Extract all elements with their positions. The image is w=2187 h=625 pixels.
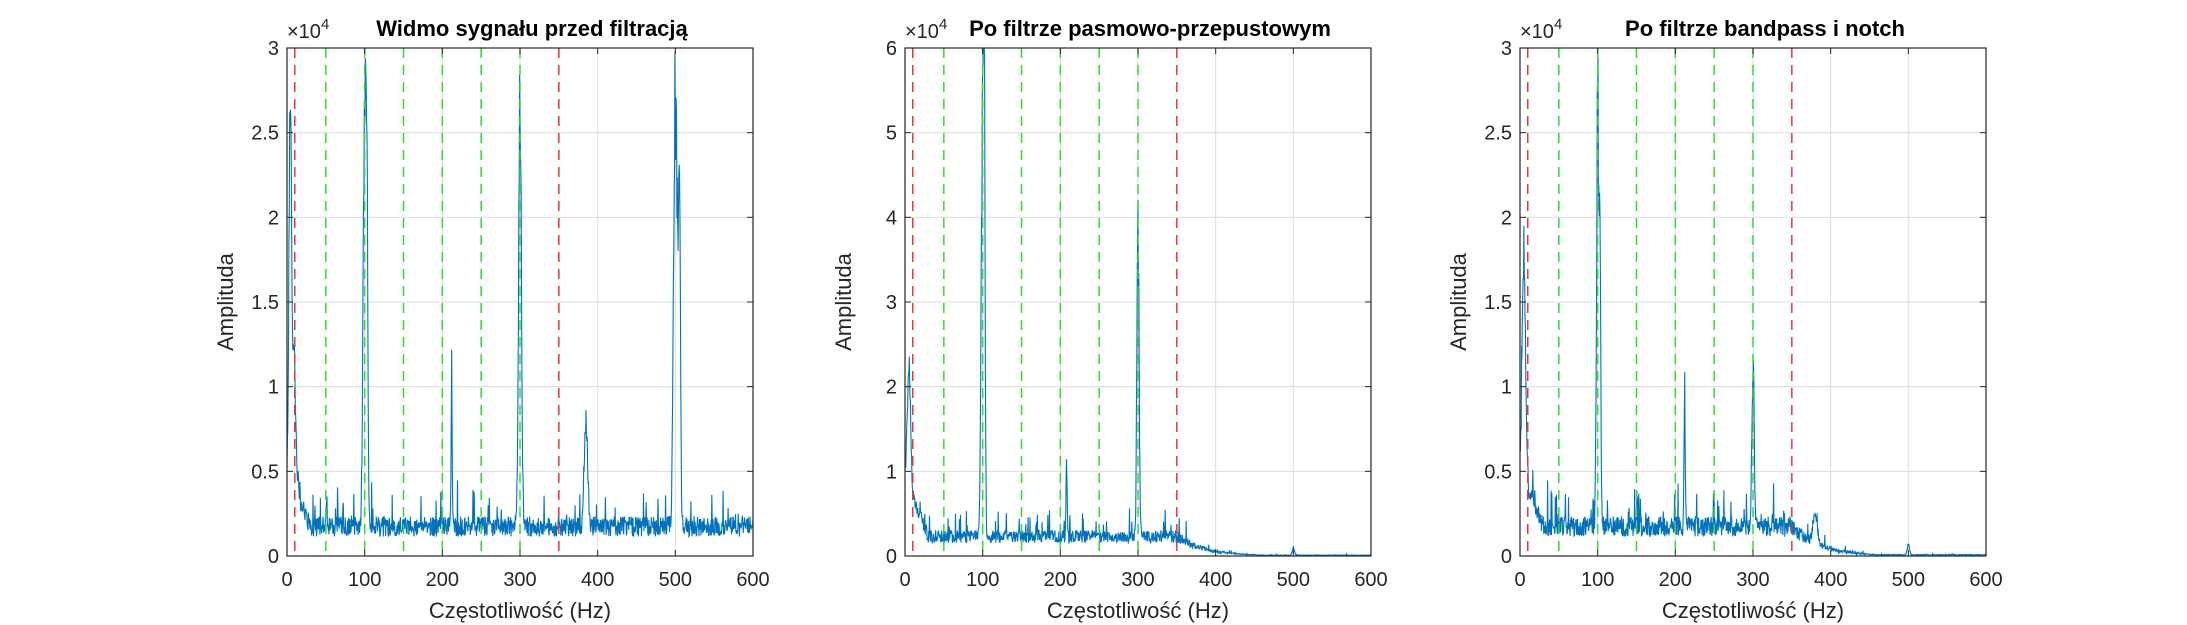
x-tick-label: 100 [966, 569, 999, 591]
y-exponent-label: ×104 [1520, 16, 1562, 43]
y-tick-label: 2 [268, 207, 279, 229]
chart-bandpass-notch-filtered: 0 100 200 300 400 500 600 0 0.5 1 1.5 2 2.5 3 ×104 Po f… [1446, 16, 2003, 623]
x-tick-label: 400 [581, 569, 614, 591]
y-tick-label: 4 [886, 207, 897, 229]
y-exponent-power: 4 [1554, 16, 1562, 33]
x-tick-label: 0 [1514, 569, 1525, 591]
x-tick-label: 100 [1581, 569, 1614, 591]
y-tick-label: 0.5 [1484, 461, 1512, 483]
y-exponent-label: ×104 [287, 16, 329, 43]
x-tick-label: 200 [1659, 569, 1692, 591]
x-tick-label: 400 [1814, 569, 1847, 591]
y-tick-label: 6 [886, 38, 897, 60]
chart-title: Po filtrze bandpass i notch [1625, 16, 1905, 41]
x-tick-label: 300 [503, 569, 536, 591]
y-tick-label: 5 [886, 123, 897, 145]
y-tick-label: 0.5 [251, 461, 279, 483]
y-tick-label: 1 [1501, 377, 1512, 399]
y-tick-label: 0 [1501, 546, 1512, 568]
y-axis-label: Amplituda [1446, 252, 1471, 351]
y-tick-label: 1 [886, 461, 897, 483]
y-tick-label: 2 [1501, 207, 1512, 229]
x-tick-label: 400 [1199, 569, 1232, 591]
chart-before-filtering: 0 100 200 300 400 500 600 0 0.5 1 1.5 2 2.5 3 ×104 Widm… [213, 16, 770, 623]
x-tick-label: 100 [348, 569, 381, 591]
x-tick-label: 600 [1354, 569, 1387, 591]
x-axis-label: Częstotliwość (Hz) [429, 598, 611, 623]
x-tick-label: 500 [659, 569, 692, 591]
x-tick-label: 500 [1277, 569, 1310, 591]
x-tick-label: 0 [899, 569, 910, 591]
y-exponent-power: 4 [321, 16, 329, 33]
x-tick-label: 200 [1044, 569, 1077, 591]
y-tick-label: 1.5 [1484, 292, 1512, 314]
y-tick-label: 2.5 [1484, 123, 1512, 145]
y-tick-label: 3 [268, 38, 279, 60]
y-tick-label: 0 [268, 546, 279, 568]
y-tick-label: 0 [886, 546, 897, 568]
y-tick-label: 1.5 [251, 292, 279, 314]
y-exponent-label: ×104 [905, 16, 947, 43]
chart-title: Widmo sygnału przed filtracją [376, 16, 688, 41]
y-tick-label: 3 [886, 292, 897, 314]
x-tick-label: 300 [1736, 569, 1769, 591]
x-tick-label: 300 [1121, 569, 1154, 591]
x-tick-label: 600 [1969, 569, 2002, 591]
y-tick-label: 2.5 [251, 123, 279, 145]
x-tick-label: 500 [1892, 569, 1925, 591]
x-axis-label: Częstotliwość (Hz) [1047, 598, 1229, 623]
y-axis-label: Amplituda [831, 252, 856, 351]
y-exponent-power: 4 [939, 16, 947, 33]
x-tick-label: 600 [736, 569, 769, 591]
x-tick-label: 200 [426, 569, 459, 591]
chart-title: Po filtrze pasmowo-przepustowym [969, 16, 1331, 41]
x-tick-label: 0 [281, 569, 292, 591]
y-tick-label: 1 [268, 377, 279, 399]
chart-bandpass-filtered: 0 100 200 300 400 500 600 0 1 2 3 4 5 6 ×104 Po filtrze… [831, 16, 1388, 623]
y-tick-label: 3 [1501, 38, 1512, 60]
y-axis-label: Amplituda [213, 252, 238, 351]
y-tick-label: 2 [886, 377, 897, 399]
x-axis-label: Częstotliwość (Hz) [1662, 598, 1844, 623]
